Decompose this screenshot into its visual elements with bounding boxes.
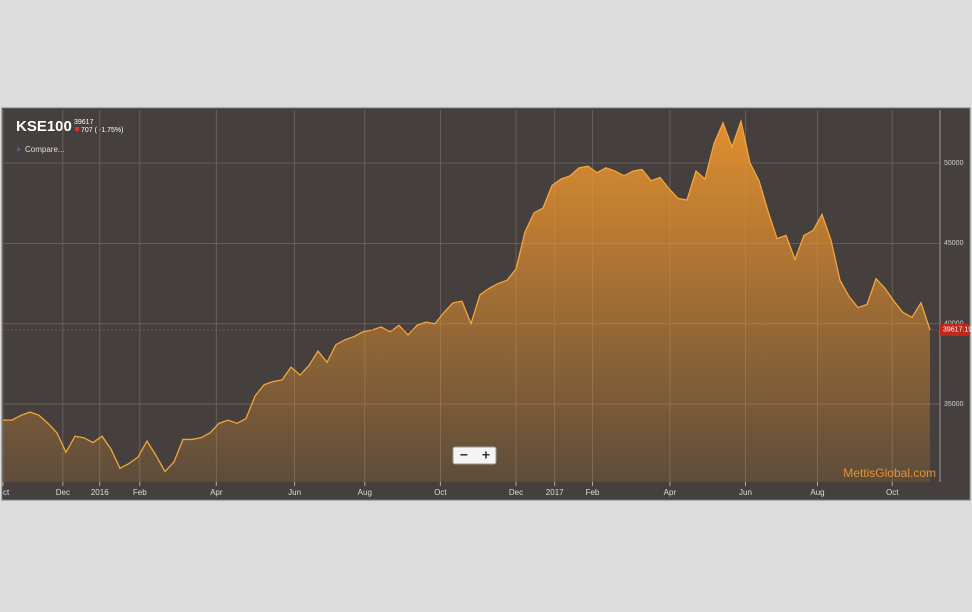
- area-fill: [3, 121, 930, 482]
- x-tick-label: Aug: [810, 488, 824, 497]
- x-tick-label: 2017: [546, 488, 564, 497]
- y-tick-label: 45000: [944, 240, 964, 247]
- x-tick-label: Dec: [509, 488, 523, 497]
- change: 707 ( -1.75%): [81, 127, 123, 134]
- x-tick-label: Feb: [586, 488, 600, 497]
- x-tick-label: Dec: [56, 488, 70, 497]
- line: [3, 118, 931, 473]
- last-value-box: [940, 323, 970, 336]
- y-tick-label: 35000: [944, 401, 964, 408]
- compare-plus[interactable]: +: [16, 144, 21, 154]
- x-tick-label: Oct: [886, 488, 899, 497]
- watermark: MettisGlobal.com: [843, 466, 936, 480]
- zoom-out[interactable]: −: [460, 447, 468, 463]
- x-tick-label: 2016: [91, 488, 109, 497]
- zoom-in[interactable]: +: [482, 447, 490, 463]
- down-indicator: [75, 127, 79, 131]
- compare-link[interactable]: Compare...: [25, 145, 65, 154]
- y-tick-label: 50000: [944, 160, 964, 167]
- x-tick-label: Oct: [434, 488, 447, 497]
- x-tick-label: Apr: [210, 488, 223, 497]
- last-value-label: 39617.19: [943, 327, 972, 334]
- x-tick-label: Feb: [133, 488, 147, 497]
- x-tick-label: Jun: [739, 488, 752, 497]
- x-tick-label: Aug: [358, 488, 372, 497]
- x-tick-label: ct: [3, 488, 10, 497]
- zoom-bar: [452, 446, 497, 465]
- x-tick-label: Apr: [664, 488, 677, 497]
- chart-title: KSE100: [16, 118, 72, 135]
- x-tick-label: Jun: [288, 488, 301, 497]
- last-price: 39617: [74, 119, 94, 126]
